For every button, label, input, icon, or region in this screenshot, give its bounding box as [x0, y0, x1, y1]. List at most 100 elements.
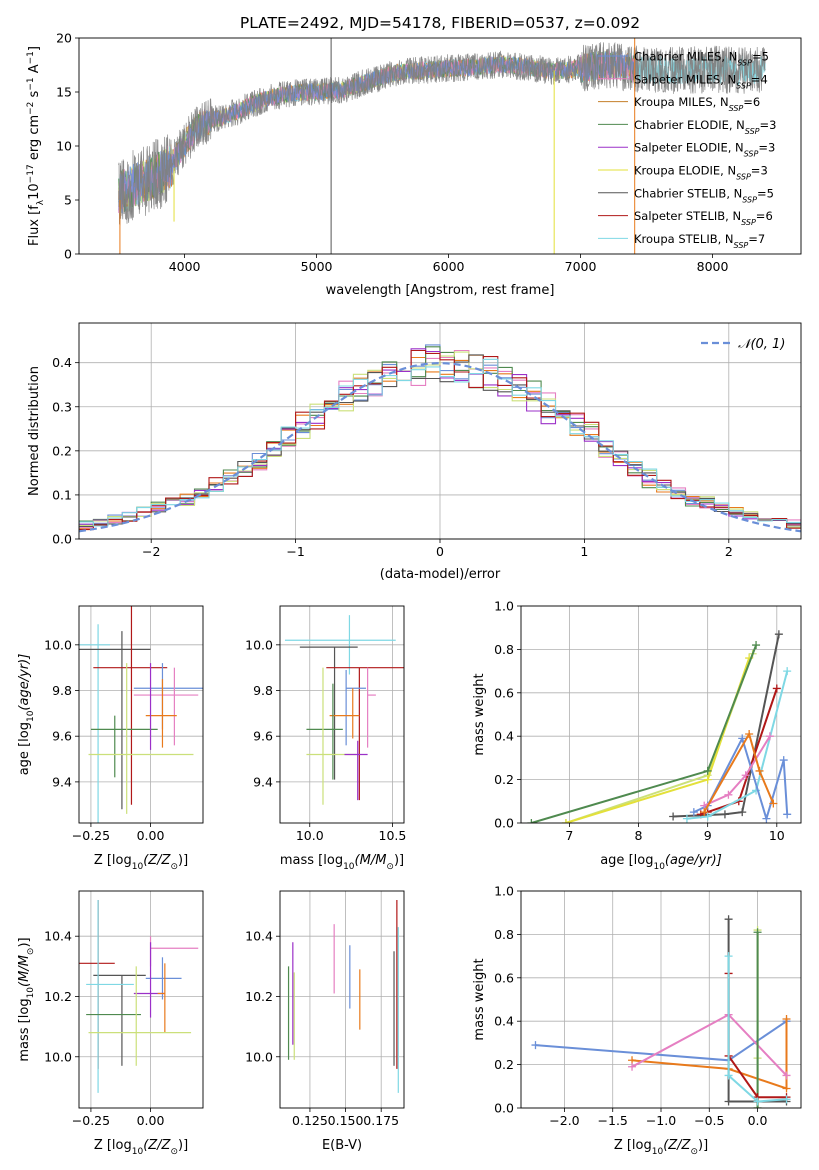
weight-marker — [783, 810, 792, 819]
spectrum-line — [118, 42, 766, 226]
x-axis-label-part: )] — [698, 1138, 708, 1153]
weight-marker — [682, 814, 691, 823]
legend-label: Kroupa ELODIE, NSSP=3 — [634, 164, 768, 182]
legend-nssp-prefix: , N — [728, 141, 744, 155]
x-tick-label: 9 — [704, 828, 712, 843]
weight-marker — [703, 812, 712, 821]
x-axis-label-part: 10 — [132, 1147, 144, 1157]
weight-marker — [753, 928, 762, 937]
x-tick-label: 8 — [635, 828, 643, 843]
y-tick-label: 0.8 — [494, 642, 514, 657]
y-axis-label-part: 10 — [27, 183, 42, 200]
panel-weight_vs_Z: −2.0 −1.5 −1.0 −0.5 0.0 0.0 0.2 0.4 0.6 0.8 1.0 Z [… — [472, 884, 802, 1157]
x-axis-label-part: ⊙ — [170, 1147, 178, 1157]
x-tick-label: 5000 — [301, 259, 333, 274]
legend-nssp-prefix: , N — [720, 164, 736, 178]
y-tick-label: 1.0 — [494, 884, 514, 899]
legend-nssp-eq: = — [751, 72, 761, 86]
y-axis-label-part: A — [27, 64, 42, 77]
weight-marker — [669, 812, 678, 821]
weight-marker — [752, 641, 761, 650]
legend-label: Salpeter STELIB, NSSP=6 — [634, 209, 773, 227]
legend-nssp: 3 — [760, 164, 767, 178]
legend-nssp-sub: SSP — [734, 240, 749, 249]
y-tick-label: 0.3 — [52, 399, 72, 414]
x-tick-label: −1.5 — [598, 1113, 628, 1128]
legend-nssp-sub: SSP — [737, 58, 752, 67]
weight-marker — [745, 730, 754, 739]
y-tick-label: 10.2 — [245, 989, 273, 1004]
x-tick-label: 0 — [436, 544, 444, 559]
residual-legend: 𝒩(0, 1) — [701, 337, 785, 352]
weight-line — [693, 735, 789, 823]
weight-marker — [782, 1084, 791, 1093]
x-axis-label-part: (Z/Z — [143, 1138, 171, 1153]
plot-area-residuals — [79, 344, 801, 533]
legend-nssp-sub: SSP — [729, 104, 744, 113]
x-axis-label-part: (Z/Z — [143, 853, 171, 868]
panel-age_vs_mass: 10.0 10.5 9.4 9.6 9.8 10.0 mass [log10(M/M⊙)] — [245, 605, 406, 872]
x-axis-label-part: mass [log — [280, 853, 343, 868]
axes-weight_vs_Z: −2.0 −1.5 −1.0 −0.5 0.0 0.0 0.2 0.4 0.6 0.8 1.0 Z [… — [472, 884, 802, 1157]
y-tick-label: 9.4 — [253, 774, 273, 789]
y-axis-label-part: (M/M — [17, 955, 32, 987]
legend-nssp-eq: = — [757, 186, 767, 200]
x-axis-label-part: 10 — [652, 1147, 664, 1157]
y-tick-label: 0.6 — [494, 970, 514, 985]
legend-nssp: 6 — [753, 95, 760, 109]
y-axis-label-part: mass [log — [17, 998, 32, 1061]
legend-nssp-prefix: , N — [725, 209, 741, 223]
weight-marker — [527, 819, 536, 823]
legend-label: Chabrier MILES, NSSP=5 — [634, 50, 769, 68]
weight-line — [703, 735, 771, 807]
legend-name: Chabrier ELODIE — [634, 118, 729, 132]
y-tick-label: 10.0 — [44, 637, 72, 652]
legend-nssp: 7 — [758, 232, 765, 246]
y-tick-label: 0.0 — [494, 1101, 514, 1116]
y-axis-label: mass weight — [472, 673, 487, 755]
x-axis-label-part: )] — [178, 1138, 188, 1153]
x-axis-label: Z [log10(Z/Z⊙)] — [614, 1138, 708, 1157]
legend-nssp-sub: SSP — [736, 172, 751, 181]
y-tick-label: 0.4 — [494, 729, 514, 744]
y-tick-label: 15 — [56, 85, 72, 100]
weight-marker — [703, 775, 712, 784]
y-tick-label: 10.4 — [44, 929, 72, 944]
legend-nssp: 3 — [769, 118, 776, 132]
y-tick-label: 0.4 — [52, 355, 72, 370]
y-tick-label: 5 — [64, 193, 72, 208]
legend-nssp-prefix: , N — [713, 95, 729, 109]
legend-nssp: 5 — [762, 50, 769, 64]
x-tick-label: −0.25 — [72, 828, 110, 843]
legend-nssp-sub: SSP — [736, 81, 751, 90]
panel-mass_vs_ebv: 0.125 0.150 0.175 10.0 10.2 10.4 E(B-V) — [245, 890, 405, 1153]
x-axis-label: age [log10(age/yr)] — [600, 853, 722, 872]
x-tick-label: −0.25 — [72, 1113, 110, 1128]
weight-line — [703, 731, 775, 813]
y-tick-label: 0.6 — [494, 685, 514, 700]
axes-age_vs_Z: −0.25 0.009.49.69.810.0Z [log10(Z/Z⊙)]age… — [17, 605, 204, 872]
x-tick-label: −1.0 — [646, 1113, 676, 1128]
y-axis-label-part: −1 — [26, 51, 36, 64]
weight-marker — [724, 915, 733, 924]
x-axis-label: E(B-V) — [322, 1138, 362, 1153]
x-tick-label: −2.0 — [549, 1113, 579, 1128]
chart-title: PLATE=2492, MJD=54178, FIBERID=0537, z=0… — [240, 14, 640, 32]
plot-area-mass_vs_ebv — [287, 900, 399, 1093]
y-axis-label: Normed distribution — [27, 366, 42, 496]
x-tick-label: 10 — [769, 828, 785, 843]
weight-marker — [531, 1041, 540, 1050]
legend-name: Salpeter STELIB — [634, 209, 725, 223]
weight-marker — [769, 799, 778, 808]
y-axis-label-part: 10 — [26, 710, 36, 722]
x-axis-label: (data-model)/error — [380, 567, 501, 582]
y-axis-label-part: erg cm — [27, 115, 42, 164]
weight-marker — [720, 810, 729, 819]
y-axis-label-part: −2 — [26, 102, 36, 115]
weight-marker — [628, 1062, 637, 1071]
legend-name: Chabrier MILES — [634, 50, 721, 64]
axes-spectrum: 4000 5000 6000 7000 8000 0 5 10 15 20 wavelength [… — [26, 31, 802, 298]
